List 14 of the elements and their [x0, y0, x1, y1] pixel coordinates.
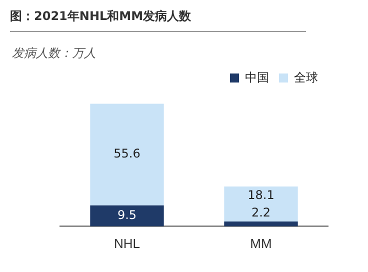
bar — [90, 205, 164, 226]
legend-label: 全球 — [294, 70, 318, 84]
x-tick-label: NHL — [114, 236, 140, 251]
bar — [224, 222, 298, 226]
total-label: 18.1 — [248, 188, 274, 202]
total-label: 55.6 — [114, 146, 140, 161]
legend-label: 中国 — [245, 70, 269, 84]
data-label: 2.2 — [251, 206, 271, 220]
bar — [90, 104, 164, 206]
data-label: 9.5 — [117, 208, 137, 222]
chart-subtitle: 发病人数：万人 — [12, 45, 96, 62]
chart-title: 图：2021年NHL和MM发病人数 — [10, 8, 192, 25]
bar — [224, 186, 298, 222]
x-tick-label: MM — [250, 236, 272, 251]
